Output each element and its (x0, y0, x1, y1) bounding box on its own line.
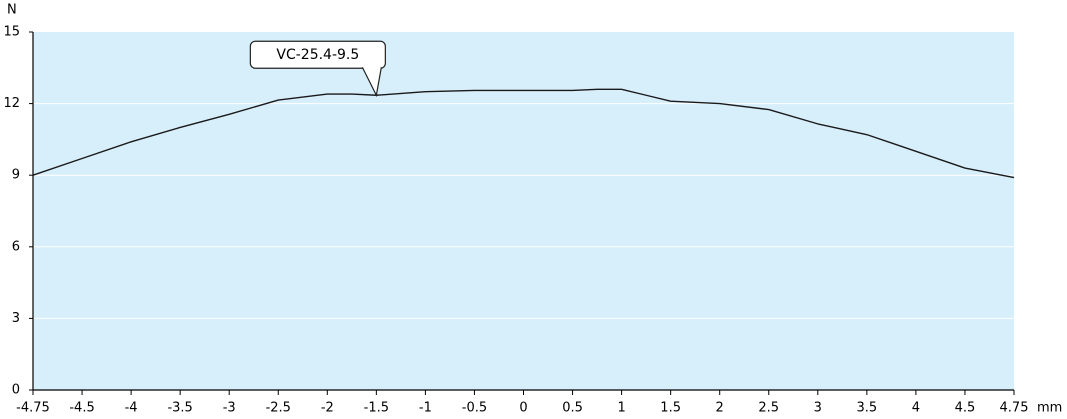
x-tick-label: -3.5 (167, 401, 192, 416)
callout-box (249, 40, 386, 69)
x-tick-label: 4.5 (955, 401, 976, 416)
y-tick-label: 3 (12, 311, 20, 326)
x-tick-label: 4 (912, 401, 920, 416)
x-tick-label: -0.5 (462, 401, 487, 416)
x-tick-label: 0 (519, 401, 527, 416)
y-axis-title: N (7, 3, 17, 18)
callout-pointer (361, 66, 382, 98)
x-tick-label: 2 (716, 401, 724, 416)
x-tick-label: 4.75 (1000, 401, 1029, 416)
x-tick-label: -4.75 (16, 401, 50, 416)
x-tick-label: 0.5 (562, 401, 583, 416)
x-tick-label: -2.5 (266, 401, 291, 416)
y-tick-label: 6 (12, 239, 20, 254)
x-tick-label: 1.5 (660, 401, 681, 416)
x-tick-label: -1.5 (364, 401, 389, 416)
series-callout: VC-25.4-9.5 (249, 40, 386, 98)
x-tick-label: -4.5 (69, 401, 94, 416)
x-tick-label: -2 (321, 401, 334, 416)
x-tick-label: -3 (223, 401, 236, 416)
plot-area (33, 32, 1014, 390)
x-tick-label: 1 (617, 401, 625, 416)
y-tick-label: 9 (12, 168, 20, 183)
y-tick-label: 15 (3, 25, 20, 40)
x-tick-label: -4 (125, 401, 138, 416)
y-tick-label: 0 (12, 383, 20, 398)
x-tick-label: 3.5 (857, 401, 878, 416)
x-tick-label: 3 (814, 401, 822, 416)
x-tick-label: 2.5 (758, 401, 779, 416)
x-axis-title: mm (1037, 401, 1062, 416)
series-line-0 (32, 88, 1015, 179)
x-tick-label: -1 (419, 401, 432, 416)
y-tick-label: 12 (3, 96, 20, 111)
series-label: VC-25.4-9.5 (276, 47, 359, 63)
